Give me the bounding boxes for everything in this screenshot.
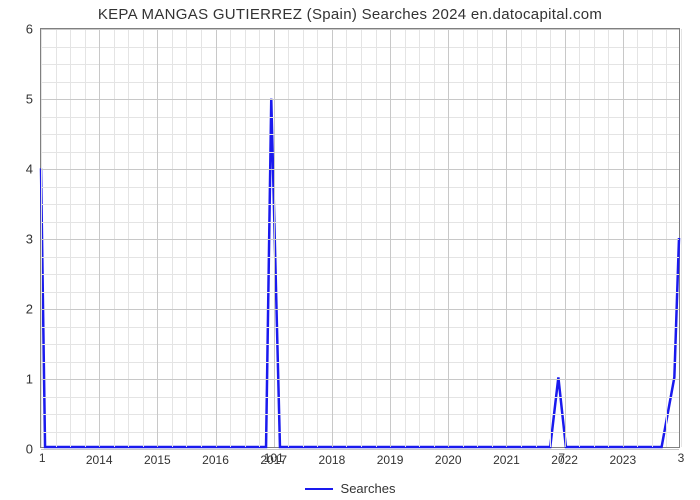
data-label: 1	[39, 451, 46, 465]
y-tick-label: 3	[26, 232, 41, 247]
gridline-minor-v	[637, 29, 638, 447]
gridline-major-v	[448, 29, 449, 447]
gridline-major-h	[41, 379, 679, 380]
gridline-minor-v	[405, 29, 406, 447]
gridline-minor-v	[536, 29, 537, 447]
gridline-minor-h	[41, 47, 679, 48]
line-series	[41, 29, 679, 447]
gridline-minor-v	[143, 29, 144, 447]
x-tick-label: 2015	[144, 447, 171, 467]
gridline-minor-v	[70, 29, 71, 447]
x-tick-label: 2021	[493, 447, 520, 467]
gridline-major-v	[274, 29, 275, 447]
gridline-minor-h	[41, 274, 679, 275]
x-tick-label: 2020	[435, 447, 462, 467]
gridline-major-h	[41, 99, 679, 100]
gridline-minor-v	[594, 29, 595, 447]
gridline-minor-h	[41, 152, 679, 153]
gridline-minor-h	[41, 414, 679, 415]
gridline-minor-v	[230, 29, 231, 447]
plot-area: 0123456201420152016201720182019202020212…	[40, 28, 680, 448]
gridline-minor-h	[41, 82, 679, 83]
legend: Searches	[0, 480, 700, 496]
gridline-minor-v	[419, 29, 420, 447]
gridline-minor-v	[186, 29, 187, 447]
gridline-minor-v	[288, 29, 289, 447]
data-label: 3	[678, 451, 685, 465]
y-tick-label: 2	[26, 302, 41, 317]
x-tick-label: 2014	[86, 447, 113, 467]
x-tick-label: 2018	[319, 447, 346, 467]
gridline-minor-v	[666, 29, 667, 447]
gridline-minor-v	[492, 29, 493, 447]
gridline-minor-v	[477, 29, 478, 447]
gridline-minor-h	[41, 327, 679, 328]
gridline-major-v	[390, 29, 391, 447]
gridline-major-v	[157, 29, 158, 447]
gridline-major-v	[99, 29, 100, 447]
gridline-minor-h	[41, 64, 679, 65]
y-tick-label: 1	[26, 372, 41, 387]
chart-container: KEPA MANGAS GUTIERREZ (Spain) Searches 2…	[0, 0, 700, 500]
gridline-major-v	[506, 29, 507, 447]
data-label: 101	[264, 451, 284, 465]
gridline-minor-v	[172, 29, 173, 447]
gridline-minor-v	[608, 29, 609, 447]
gridline-minor-h	[41, 257, 679, 258]
gridline-major-v	[216, 29, 217, 447]
gridline-minor-h	[41, 117, 679, 118]
gridline-minor-v	[550, 29, 551, 447]
gridline-minor-h	[41, 344, 679, 345]
gridline-minor-v	[245, 29, 246, 447]
gridline-minor-v	[652, 29, 653, 447]
x-tick-label: 2016	[202, 447, 229, 467]
gridline-minor-v	[521, 29, 522, 447]
gridline-major-v	[623, 29, 624, 447]
legend-label: Searches	[341, 481, 396, 496]
gridline-major-v	[332, 29, 333, 447]
chart-title: KEPA MANGAS GUTIERREZ (Spain) Searches 2…	[0, 6, 700, 23]
gridline-minor-v	[376, 29, 377, 447]
gridline-minor-h	[41, 292, 679, 293]
gridline-major-h	[41, 239, 679, 240]
gridline-minor-h	[41, 397, 679, 398]
gridline-minor-v	[85, 29, 86, 447]
x-tick-label: 2023	[609, 447, 636, 467]
gridline-minor-v	[114, 29, 115, 447]
gridline-major-h	[41, 29, 679, 30]
gridline-minor-h	[41, 432, 679, 433]
gridline-minor-v	[463, 29, 464, 447]
gridline-major-v	[565, 29, 566, 447]
gridline-minor-h	[41, 134, 679, 135]
gridline-minor-v	[41, 29, 42, 447]
gridline-minor-v	[201, 29, 202, 447]
y-tick-label: 6	[26, 22, 41, 37]
gridline-minor-h	[41, 222, 679, 223]
gridline-minor-v	[434, 29, 435, 447]
y-tick-label: 4	[26, 162, 41, 177]
gridline-minor-h	[41, 204, 679, 205]
data-label: 7	[558, 451, 565, 465]
gridline-major-h	[41, 449, 679, 450]
gridline-minor-v	[56, 29, 57, 447]
gridline-major-h	[41, 309, 679, 310]
gridline-minor-h	[41, 362, 679, 363]
gridline-minor-v	[681, 29, 682, 447]
gridline-minor-v	[361, 29, 362, 447]
gridline-minor-h	[41, 187, 679, 188]
x-tick-label: 2019	[377, 447, 404, 467]
gridline-major-h	[41, 169, 679, 170]
gridline-minor-v	[346, 29, 347, 447]
legend-swatch	[305, 488, 333, 490]
gridline-minor-v	[128, 29, 129, 447]
gridline-minor-v	[303, 29, 304, 447]
gridline-minor-v	[579, 29, 580, 447]
gridline-minor-v	[259, 29, 260, 447]
y-tick-label: 5	[26, 92, 41, 107]
gridline-minor-v	[317, 29, 318, 447]
